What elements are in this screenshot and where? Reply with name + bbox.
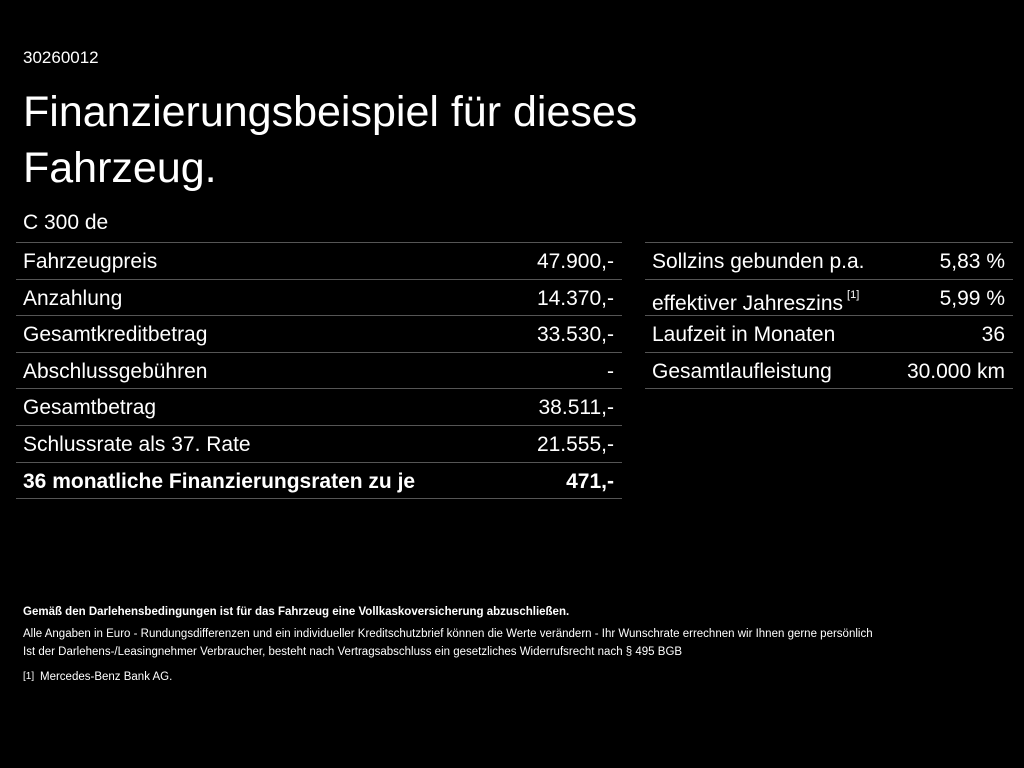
label-text: Sollzins gebunden p.a. xyxy=(652,250,865,273)
label-text: effektiver Jahreszins xyxy=(652,291,844,315)
row-value: 33.530,- xyxy=(536,323,614,347)
table-row: Schlussrate als 37. Rate 21.555,- xyxy=(16,425,622,461)
row-label: Sollzins gebunden p.a. xyxy=(652,243,865,281)
table-row: Fahrzeugpreis 47.900,- xyxy=(16,242,622,278)
label-text: Anzahlung xyxy=(23,286,123,310)
row-value: 47.900,- xyxy=(536,250,614,273)
table-row: Gesamtlaufleistung 30.000 km xyxy=(645,351,1013,391)
table-row: Sollzins gebunden p.a. 5,83 % xyxy=(645,242,1013,278)
row-value: 30.000 km xyxy=(906,359,1005,383)
row-label: Gesamtkreditbetrag xyxy=(23,316,207,354)
row-value: 14.370,- xyxy=(536,286,614,310)
footnote-ref: [1] xyxy=(847,288,860,301)
row-value: - xyxy=(607,359,614,383)
footer-line: Alle Angaben in Euro - Rundungsdifferenz… xyxy=(23,628,873,640)
row-value: 38.511,- xyxy=(538,396,615,420)
row-label: Gesamtlaufleistung xyxy=(652,353,832,391)
footnote-mark: [1] xyxy=(23,671,35,682)
footnote-text: Mercedes-Benz Bank AG. xyxy=(40,671,173,683)
row-label: Schlussrate als 37. Rate xyxy=(23,426,251,464)
row-label: Gesamtbetrag xyxy=(23,389,156,427)
label-text: 36 monatliche Finanzierungsraten zu je xyxy=(23,469,416,493)
footer-line: Ist der Darlehens-/Leasingnehmer Verbrau… xyxy=(23,646,683,658)
row-label: Fahrzeugpreis xyxy=(23,243,157,281)
table-row: effektiver Jahreszins [1] 5,99 % xyxy=(645,278,1013,315)
label-text: Abschlussgebühren xyxy=(23,359,208,383)
notice: Gemäß den Darlehensbedingungen ist für d… xyxy=(23,606,570,618)
table-row: Anzahlung 14.370,- xyxy=(16,278,622,318)
row-value: 5,83 % xyxy=(939,250,1005,273)
title: Finanzierungsbeispiel für dieses Fahrzeu… xyxy=(23,88,638,192)
label-text: Gesamtlaufleistung xyxy=(652,359,832,383)
row-value: 5,99 % xyxy=(939,286,1005,310)
row-label: 36 monatliche Finanzierungsraten zu je xyxy=(23,463,415,501)
table-row: Abschlussgebühren - xyxy=(16,351,622,391)
label-text: Schlussrate als 37. Rate xyxy=(23,433,251,456)
table-row: Gesamtbetrag 38.511,- xyxy=(16,388,622,424)
row-label: effektiver Jahreszins [1] xyxy=(652,280,859,323)
row-label: Abschlussgebühren xyxy=(23,353,207,391)
label-text: Laufzeit in Monaten xyxy=(652,323,836,347)
label-text: Gesamtkreditbetrag xyxy=(23,323,208,347)
row-value: 471,- xyxy=(566,469,614,493)
row-value: 21.555,- xyxy=(536,433,614,456)
model: C 300 de xyxy=(23,211,109,234)
row-label: Laufzeit in Monaten xyxy=(652,316,835,354)
table-row: Laufzeit in Monaten 36 xyxy=(645,315,1013,351)
document-id: 30260012 xyxy=(23,48,99,67)
label-text: Fahrzeugpreis xyxy=(23,250,158,273)
row-label: Anzahlung xyxy=(23,280,122,318)
table-row: Gesamtkreditbetrag 33.530,- xyxy=(16,315,622,351)
row-value: 36 xyxy=(981,323,1005,347)
label-text: Gesamtbetrag xyxy=(23,396,157,420)
table-row: 36 monatliche Finanzierungsraten zu je 47… xyxy=(16,461,622,501)
